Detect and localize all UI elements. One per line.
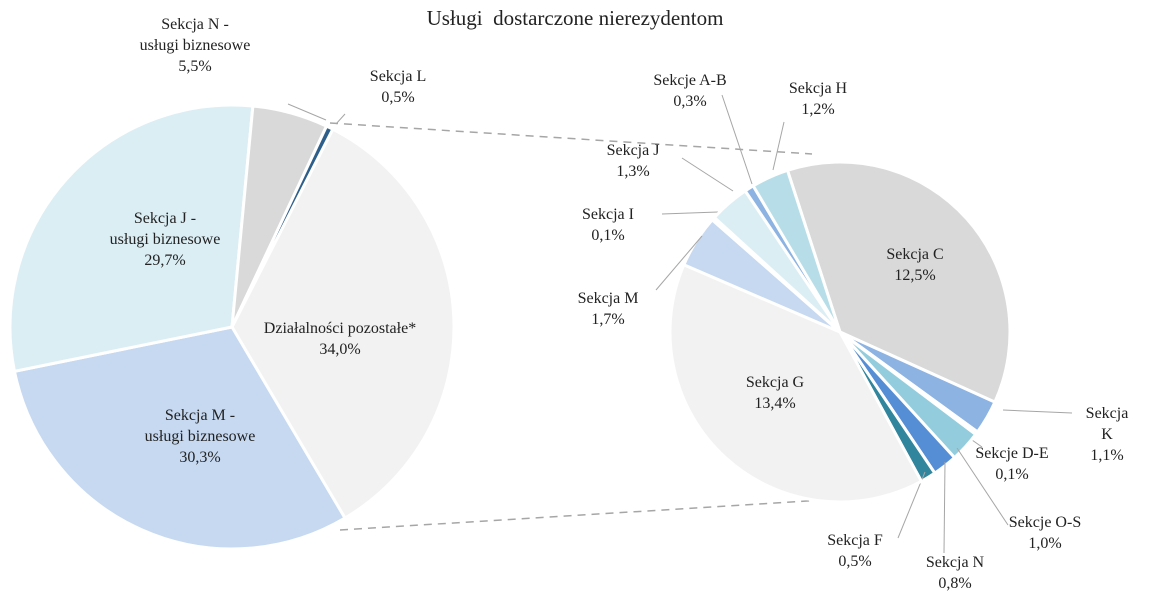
connector [329, 122, 813, 155]
slice-label: Sekcje O-S 1,0% [1009, 512, 1081, 554]
slice-name: Sekcje D-E [975, 445, 1049, 462]
leader-line [335, 113, 346, 125]
slice-name: Sekcja L [369, 68, 427, 85]
slice-name: Sekcja N [925, 554, 985, 571]
leader-line [1002, 409, 1073, 414]
leader-line [943, 461, 946, 554]
slice-name: Sekcja N - usługi biznesowe [139, 16, 251, 54]
slice-value: 12,5% [894, 267, 936, 284]
slice-name: Sekcje A-B [653, 72, 727, 89]
slice-value: 29,7% [144, 252, 186, 269]
slice-name: Sekcja J [606, 142, 660, 159]
slice-value: 1,0% [1028, 535, 1062, 552]
pie-slice [668, 262, 924, 504]
slice-value: 0,3% [673, 93, 707, 110]
slice-value: 13,4% [754, 395, 796, 412]
slice-value: 0,5% [838, 553, 872, 570]
slice-value: 0,1% [591, 227, 625, 244]
slice-value: 1,1% [1090, 447, 1124, 464]
slice-label: Działalności pozostałe* 34,0% [264, 318, 416, 360]
slice-label: Sekcja M - usługi biznesowe 30,3% [145, 405, 256, 468]
leader-line [681, 157, 734, 192]
slice-value: 1,2% [801, 101, 835, 118]
slice-label: Sekcja I 0,1% [582, 204, 634, 246]
slice-value: 30,3% [179, 449, 221, 466]
slice-name: Sekcja G [745, 374, 805, 391]
pie-slice [785, 160, 1012, 405]
slice-value: 0,5% [381, 89, 415, 106]
slice-label: Sekcje A-B 0,3% [653, 70, 726, 112]
slice-value: 1,7% [591, 311, 625, 328]
slice-label: Sekcja H 1,2% [789, 78, 847, 120]
slice-name: Sekcja M - usługi biznesowe [144, 407, 256, 445]
slice-value: 34,0% [319, 341, 361, 358]
slice-name: Sekcja C [886, 246, 944, 263]
leader-line [287, 103, 327, 121]
slice-name: Sekcja J - usługi biznesowe [109, 210, 221, 248]
slice-label: Sekcja M 1,7% [578, 288, 639, 330]
leader-line [655, 235, 703, 291]
leader-line [971, 439, 983, 448]
slice-label: Sekcja L 0,5% [370, 66, 426, 108]
slice-label: Sekcja J - usługi biznesowe 29,7% [110, 208, 221, 271]
pie-slice [230, 127, 456, 521]
slice-name: Sekcja H [788, 80, 848, 97]
leader-line [772, 121, 785, 171]
pie-slice [8, 103, 255, 374]
leader-line [721, 94, 753, 185]
slice-name: Sekcja I [582, 206, 634, 223]
pie-slice [12, 325, 348, 551]
slice-value: 0,1% [995, 466, 1029, 483]
slice-label: Sekcja C 12,5% [886, 244, 943, 286]
chart-title: Usługi dostarczone nierezydentom [426, 6, 724, 30]
slice-name: Sekcja K [1085, 405, 1129, 443]
slice-name: Sekcja F [827, 532, 883, 549]
leader-line [661, 211, 719, 215]
slice-label: Sekcja N 0,8% [926, 552, 984, 593]
leader-line [956, 447, 1009, 526]
slice-name: Sekcje O-S [1008, 514, 1082, 531]
slice-label: Sekcja K 1,1% [1085, 403, 1129, 466]
slice-name: Działalności pozostałe* [263, 320, 417, 337]
slice-label: Sekcje D-E 0,1% [975, 443, 1048, 485]
slice-label: Sekcja N - usługi biznesowe 5,5% [140, 14, 251, 77]
pie-slice [751, 168, 842, 333]
slice-label: Sekcja G 13,4% [746, 372, 804, 414]
slice-value: 1,3% [616, 163, 650, 180]
pie-slice [230, 124, 335, 328]
slice-name: Sekcja M [577, 290, 639, 307]
connector [339, 499, 825, 531]
slice-value: 5,5% [178, 58, 212, 75]
slice-label: Sekcja J 1,3% [607, 140, 660, 182]
slice-label: Sekcja F 0,5% [827, 530, 883, 572]
slice-value: 0,8% [938, 575, 972, 592]
